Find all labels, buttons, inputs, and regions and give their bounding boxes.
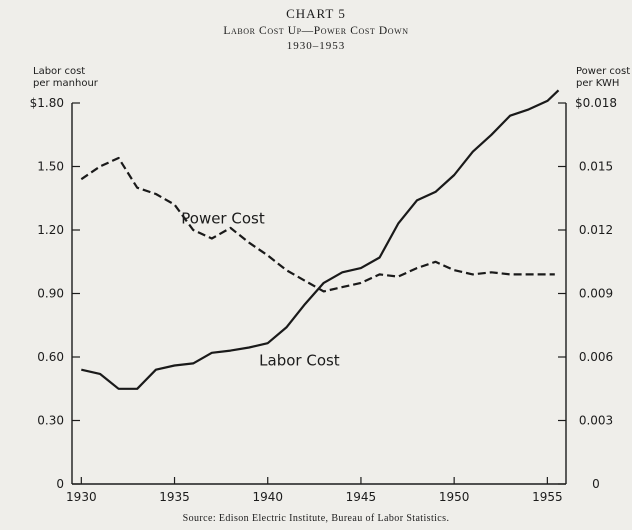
left-tick-label: 1.50 — [37, 160, 64, 174]
right-tick-label: 0.006 — [579, 350, 613, 364]
right-tick-label: 0.003 — [579, 414, 613, 428]
left-tick-label: $1.80 — [30, 96, 64, 110]
left-tick-label: 0 — [56, 477, 64, 491]
power-cost-line — [80, 156, 555, 293]
labor-cost-line — [81, 89, 560, 390]
source-note: Source: Edison Electric Institute, Burea… — [182, 513, 450, 524]
right-axis-label-line1: Power cost — [576, 66, 631, 77]
right-tick-label: 0.009 — [579, 287, 613, 301]
x-tick-label: 1940 — [252, 490, 283, 504]
chart-title: Labor Cost Up—Power Cost Down — [223, 25, 409, 37]
x-tick-label: 1945 — [346, 490, 377, 504]
left-tick-label: 0.60 — [37, 350, 64, 364]
x-tick-label: 1930 — [66, 490, 97, 504]
left-axis-label: Labor cost per manhour — [33, 66, 98, 90]
labor-cost-label: Labor Cost — [259, 351, 340, 369]
left-tick-label: 0.90 — [37, 287, 64, 301]
right-tick-label: 0.012 — [579, 223, 613, 237]
x-tick-label: 1935 — [159, 490, 190, 504]
right-axis-label: Power cost per KWH — [576, 66, 630, 90]
right-axis-label-line2: per KWH — [576, 78, 620, 89]
x-tick-label: 1955 — [532, 490, 563, 504]
left-tick-label: 0.30 — [37, 414, 64, 428]
right-tick-label: $0.018 — [575, 96, 617, 110]
left-tick-label: 1.20 — [37, 223, 64, 237]
left-axis-label-line1: Labor cost — [33, 66, 86, 77]
left-axis-label-line2: per manhour — [33, 78, 98, 89]
chart-years: 1930–1953 — [286, 40, 346, 52]
right-tick-label: 0.015 — [579, 160, 613, 174]
x-tick-label: 1950 — [439, 490, 470, 504]
right-tick-label: 0 — [592, 477, 600, 491]
power-cost-label: Power Cost — [181, 210, 265, 228]
chart-number: CHART 5 — [286, 6, 346, 21]
